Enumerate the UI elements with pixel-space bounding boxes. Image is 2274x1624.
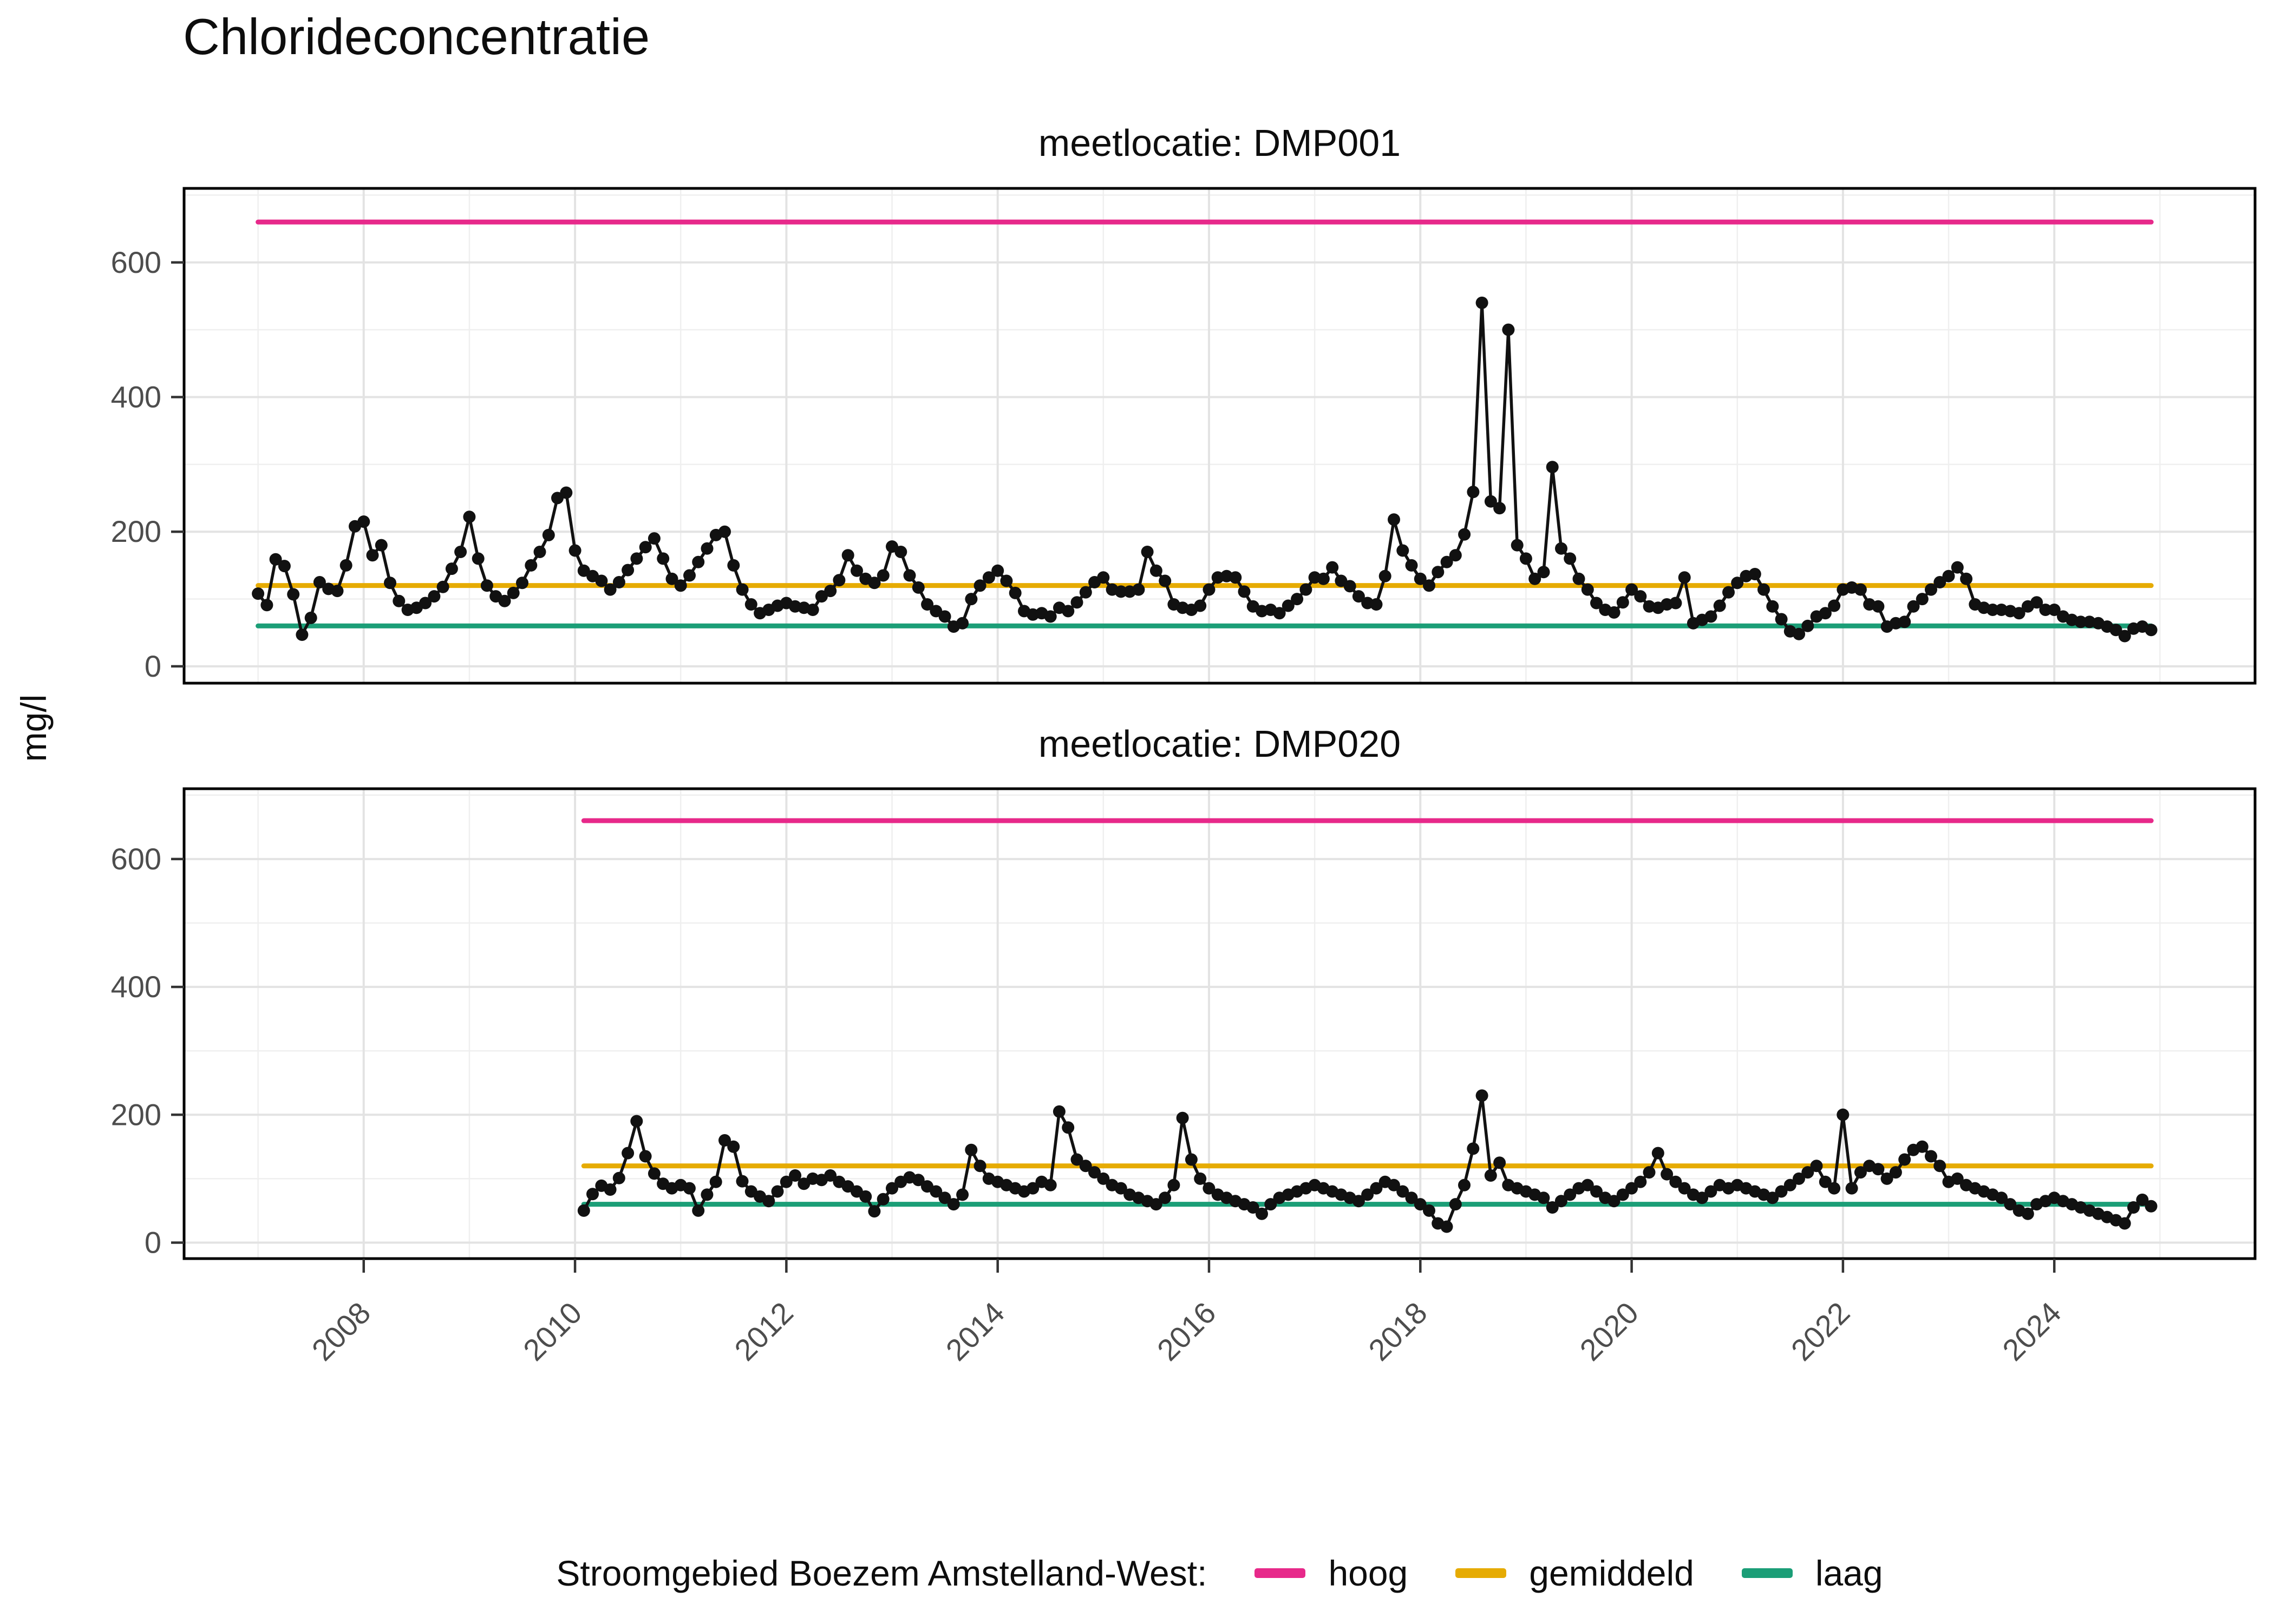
- x-axis-ticks: 2008 2010 2012 2014 2016 2018 2020 2022 2024: [305, 1259, 2068, 1367]
- x-tick-label: 2016: [1151, 1295, 1223, 1367]
- x-tick-label: 2014: [939, 1295, 1011, 1367]
- legend-label-gemiddeld: gemiddeld: [1529, 1553, 1694, 1593]
- gridlines-major: [184, 188, 2255, 683]
- y-tick-label: 600: [111, 245, 161, 279]
- y-tick-label: 200: [111, 514, 161, 548]
- y-axis-ticks: 0 200 400 600: [111, 842, 184, 1259]
- x-tick-label: 2020: [1573, 1295, 1645, 1367]
- page-title: Chlorideconcentratie: [183, 8, 650, 65]
- legend-label-hoog: hoog: [1328, 1553, 1408, 1593]
- y-tick-label: 0: [145, 649, 161, 683]
- facet-title-dmp001: meetlocatie: DMP001: [1038, 122, 1401, 164]
- x-tick-label: 2024: [1996, 1295, 2068, 1367]
- y-tick-label: 600: [111, 842, 161, 876]
- x-tick-label: 2018: [1362, 1295, 1434, 1367]
- legend-key-hoog-swatch: [1254, 1568, 1306, 1578]
- y-axis-ticks: 0 200 400 600: [111, 245, 184, 683]
- y-tick-label: 400: [111, 379, 161, 414]
- x-tick-label: 2010: [517, 1295, 589, 1367]
- gridlines-minor: [184, 188, 2255, 683]
- x-tick-label: 2012: [728, 1295, 800, 1367]
- data-points: [577, 1089, 2158, 1233]
- x-tick-label: 2008: [305, 1295, 377, 1367]
- y-tick-label: 400: [111, 970, 161, 1004]
- gridlines-major: [184, 789, 2255, 1259]
- legend-title: Stroomgebied Boezem Amstelland-West:: [556, 1553, 1207, 1593]
- legend-label-laag: laag: [1815, 1553, 1883, 1593]
- gridlines-minor: [184, 789, 2255, 1259]
- panel-border: [182, 187, 2257, 685]
- facet-title-dmp020: meetlocatie: DMP020: [1038, 723, 1401, 765]
- y-tick-label: 0: [145, 1225, 161, 1259]
- panel-border: [182, 787, 2257, 1260]
- legend-key-gemiddeld-swatch: [1455, 1568, 1507, 1578]
- panel-dmp001: 0 200 400 600: [111, 187, 2257, 685]
- legend-key-laag-swatch: [1741, 1568, 1793, 1578]
- legend: Stroomgebied Boezem Amstelland-West: hoo…: [184, 1546, 2255, 1600]
- legend-item-hoog: hoog: [1254, 1553, 1408, 1594]
- y-tick-label: 200: [111, 1097, 161, 1131]
- x-tick-label: 2022: [1785, 1295, 1857, 1367]
- legend-item-laag: laag: [1741, 1553, 1883, 1594]
- legend-item-gemiddeld: gemiddeld: [1455, 1553, 1694, 1594]
- data-points: [252, 296, 2158, 643]
